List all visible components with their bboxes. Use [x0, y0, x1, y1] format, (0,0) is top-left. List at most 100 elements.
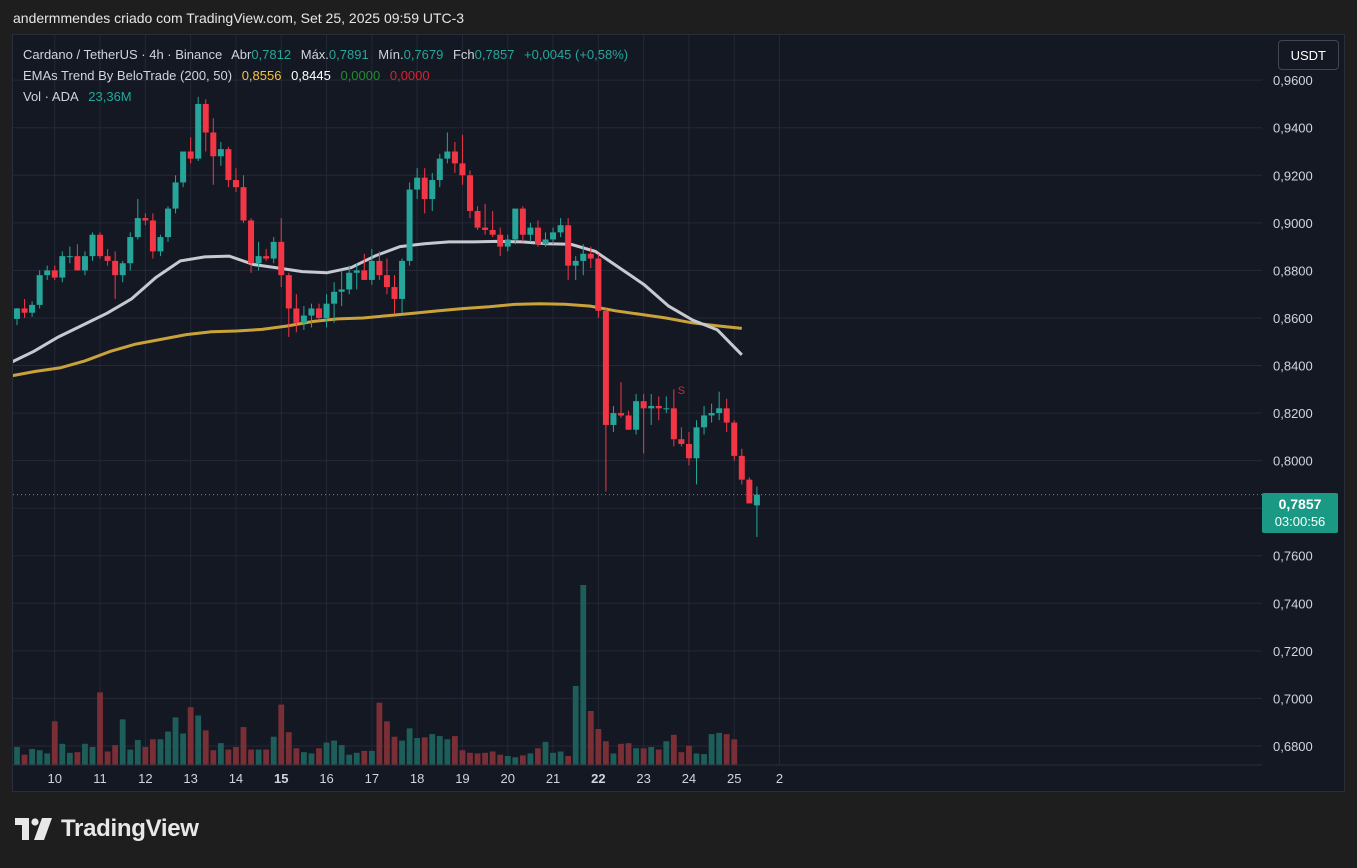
volume-bar — [202, 730, 209, 765]
candle-body — [232, 180, 239, 188]
candle-body — [66, 256, 73, 258]
volume-bar — [474, 753, 481, 765]
candle-body — [753, 494, 760, 506]
price-tick-label: 0,8400 — [1273, 359, 1313, 374]
volume-bar — [535, 748, 541, 765]
symbol-title[interactable]: Cardano / TetherUS · 4h · Binance — [23, 47, 223, 62]
candle-body — [316, 308, 322, 318]
volume-bar — [316, 748, 322, 765]
ema200-line — [13, 302, 742, 378]
volume-bar — [610, 753, 617, 765]
candle-body — [633, 401, 640, 430]
volume-bar — [542, 741, 549, 765]
indicator-name[interactable]: EMAs Trend By BeloTrade (200, 50) — [23, 68, 233, 83]
volume-bar — [308, 753, 315, 765]
candle-body — [142, 218, 149, 221]
candle-body — [29, 304, 36, 313]
candle-body — [165, 208, 171, 238]
volume-bar — [436, 736, 443, 765]
volume-bar — [44, 753, 51, 765]
candle-body — [195, 103, 202, 159]
time-tick-label: 24 — [682, 771, 696, 786]
volume-bar — [150, 739, 156, 765]
time-tick-label: 22 — [591, 771, 605, 786]
volume-bar — [187, 707, 194, 765]
open-label: Abr — [231, 47, 252, 62]
high-label: Máx. — [300, 47, 329, 62]
candle-body — [21, 308, 28, 313]
candle-body — [248, 220, 255, 264]
volume-bar — [580, 585, 587, 765]
tradingview-logo[interactable]: TradingView — [15, 815, 199, 843]
volume-bar — [255, 749, 262, 765]
volume-bar — [519, 755, 526, 765]
candle-body — [331, 291, 338, 304]
volume-bar — [376, 702, 383, 765]
candle-body — [376, 260, 383, 276]
sell-signal-marker: S — [678, 385, 685, 397]
candle-body — [263, 256, 270, 259]
time-tick-label: 2 — [776, 771, 783, 786]
candle-body — [618, 413, 624, 416]
open-value: 0,7812 — [251, 47, 292, 62]
candle-body — [217, 149, 224, 157]
volume-bar — [59, 743, 66, 765]
volume-bar — [421, 737, 428, 765]
candle-body — [602, 310, 609, 425]
candle-body — [399, 260, 406, 299]
volume-label[interactable]: Vol · ADA — [23, 89, 79, 104]
volume-bar — [74, 752, 81, 765]
time-tick-label: 20 — [501, 771, 515, 786]
close-value: 0,7857 — [474, 47, 515, 62]
price-tick-label: 0,8000 — [1273, 454, 1313, 469]
candle-body — [187, 151, 194, 159]
volume-bar — [157, 739, 164, 765]
candle-body — [670, 408, 677, 440]
volume-bar — [361, 750, 368, 765]
time-tick-label: 25 — [727, 771, 741, 786]
candle-body — [610, 413, 617, 425]
candle-body — [550, 232, 557, 240]
candle-body — [678, 439, 685, 444]
candle-body — [519, 208, 526, 235]
volume-bar — [248, 749, 254, 765]
candlestick-chart[interactable]: S0,68000,70000,72000,74000,76000,78000,8… — [13, 35, 1344, 791]
change-value: +0,0045 (+0,58%) — [524, 47, 629, 62]
price-axis — [1262, 35, 1344, 791]
candle-body — [285, 275, 292, 309]
low-label: Mín. — [378, 47, 404, 62]
volume-bar — [633, 748, 639, 765]
candle-body — [81, 256, 88, 271]
volume-bar — [444, 739, 451, 765]
currency-button[interactable]: USDT — [1277, 40, 1339, 70]
volume-bar — [278, 704, 285, 765]
price-tick-label: 0,6800 — [1273, 739, 1313, 754]
candle-body — [580, 253, 587, 261]
volume-bar — [51, 721, 58, 765]
candle-body — [527, 227, 534, 235]
volume-bar — [678, 752, 685, 765]
volume-bar — [134, 739, 141, 765]
volume-bar — [452, 736, 458, 765]
time-tick-label: 12 — [138, 771, 152, 786]
last-price-badge: 0,7857 03:00:56 — [1262, 493, 1338, 533]
candle-body — [391, 287, 398, 299]
candle-body — [474, 210, 481, 228]
volume-bar — [195, 715, 202, 765]
candle-body — [74, 256, 81, 271]
volume-bar — [217, 743, 224, 765]
volume-bar — [716, 732, 723, 765]
candle-body — [489, 229, 496, 235]
volume-bar — [557, 751, 564, 765]
volume-bar — [587, 711, 594, 765]
candle-body — [414, 177, 421, 190]
volume-bar — [331, 740, 337, 765]
candle-body — [708, 413, 715, 416]
volume-bar — [603, 741, 609, 765]
candle-body — [512, 208, 519, 240]
price-tick-label: 0,7000 — [1273, 691, 1313, 706]
tradingview-logo-text: TradingView — [61, 815, 199, 842]
candle-body — [368, 260, 375, 280]
chart-panel[interactable]: S0,68000,70000,72000,74000,76000,78000,8… — [12, 34, 1345, 792]
price-tick-label: 0,8600 — [1273, 311, 1313, 326]
